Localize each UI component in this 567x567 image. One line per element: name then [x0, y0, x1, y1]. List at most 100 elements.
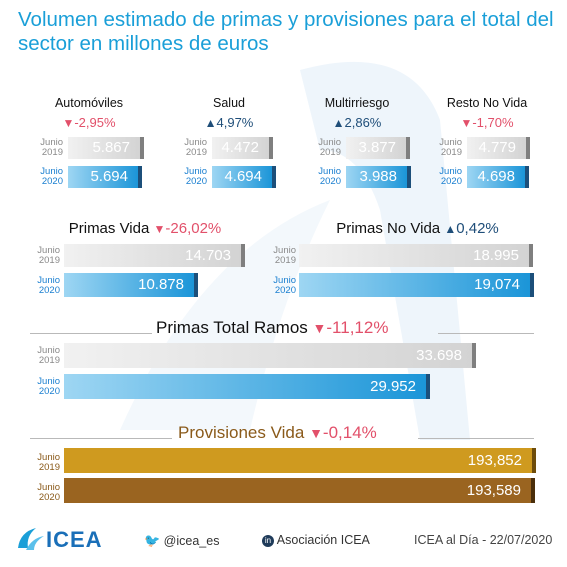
year-label-2020: Junio 2020 — [30, 276, 60, 296]
primas-vida-header: Primas Vida ▼-26,02% — [50, 220, 240, 237]
year-label-2019: Junio 2019 — [177, 138, 207, 158]
bar-blue: 19,074 — [299, 273, 534, 297]
year-label-year: 2019 — [38, 355, 60, 366]
year-label-month: Junio — [273, 245, 296, 256]
year-label-month: Junio — [37, 482, 60, 493]
change-percent: ▼-2,95% — [29, 115, 149, 130]
year-label-month: Junio — [37, 452, 60, 463]
change-percent: 0,42% — [456, 220, 499, 237]
chart-title: Primas Total Ramos — [156, 318, 308, 337]
year-label-2020: Junio 2020 — [33, 167, 63, 187]
bar-value-label: 29.952 — [370, 378, 416, 395]
triangle-up-icon: ▲ — [332, 116, 345, 130]
bar-value-label: 5.867 — [92, 139, 130, 156]
year-label-2019: Junio 2019 — [311, 138, 341, 158]
bar-value-label: 4.694 — [224, 168, 262, 185]
bar-value-label: 14.703 — [185, 247, 231, 264]
bar-gray: 3.877 — [346, 137, 410, 159]
bar-value-label: 18.995 — [473, 247, 519, 264]
year-label-year: 2020 — [185, 176, 207, 187]
year-label-2019: Junio 2019 — [266, 246, 296, 266]
bar-blue: 5.694 — [68, 166, 142, 188]
bar-value-label: 4.779 — [478, 139, 516, 156]
year-label-month: Junio — [184, 166, 207, 177]
year-label-year: 2019 — [38, 462, 60, 473]
year-label-month: Junio — [37, 275, 60, 286]
year-label-year: 2020 — [440, 176, 462, 187]
bar-value-label: 193,589 — [466, 482, 521, 499]
year-label-year: 2019 — [319, 147, 341, 158]
year-label-month: Junio — [439, 166, 462, 177]
total-ramos-header: Primas Total Ramos ▼-11,12% — [156, 318, 388, 338]
primas-no-vida-header: Primas No Vida ▲0,42% — [300, 220, 535, 237]
twitter-icon: 🐦 — [144, 533, 161, 548]
footer-date: ICEA al Día - 22/07/2020 — [414, 533, 553, 547]
year-label-month: Junio — [318, 137, 341, 148]
year-label-year: 2020 — [38, 386, 60, 397]
year-label-month: Junio — [40, 137, 63, 148]
bar-gray: 4.779 — [467, 137, 530, 159]
divider-line — [30, 438, 172, 439]
year-label-month: Junio — [37, 245, 60, 256]
bar-value-label: 19,074 — [474, 276, 520, 293]
chart-title: Primas Vida — [68, 220, 150, 237]
year-label-2020: Junio 2020 — [311, 167, 341, 187]
icea-logo: ICEA — [14, 524, 114, 559]
logo-text: ICEA — [46, 527, 103, 552]
triangle-down-icon: ▼ — [62, 116, 75, 130]
bar-blue: 4.694 — [212, 166, 276, 188]
icea-logo-mark — [18, 528, 44, 550]
year-label-year: 2019 — [440, 147, 462, 158]
linkedin-link[interactable]: in Asociación ICEA — [262, 533, 370, 547]
bar-gray: 5.867 — [68, 137, 144, 159]
bar-value-label: 10.878 — [138, 276, 184, 293]
year-label-2020: Junio 2020 — [30, 377, 60, 397]
triangle-down-icon: ▼ — [460, 116, 473, 130]
provisiones-vida-header: Provisiones Vida ▼-0,14% — [178, 423, 377, 443]
year-label-2020: Junio 2020 — [177, 167, 207, 187]
chart-title: Salud — [213, 96, 245, 110]
year-label-year: 2020 — [38, 285, 60, 296]
bar-gray: 18.995 — [299, 244, 533, 267]
chart-title: Multirriesgo — [324, 96, 390, 110]
year-label-2019: Junio 2019 — [30, 246, 60, 266]
twitter-handle: @icea_es — [163, 534, 220, 548]
change-percent: -26,02% — [165, 220, 222, 237]
year-label-month: Junio — [37, 345, 60, 356]
year-label-2020: Junio 2020 — [266, 276, 296, 296]
bar-blue: 10.878 — [64, 273, 198, 297]
triangle-up-icon: ▲ — [204, 116, 217, 130]
change-percent: -11,12% — [326, 318, 389, 337]
triangle-down-icon: ▼ — [153, 222, 166, 236]
bar-gold: 193,852 — [64, 448, 536, 473]
year-label-month: Junio — [184, 137, 207, 148]
change-value: 4,97% — [216, 115, 254, 130]
chart-title: Primas No Vida — [336, 220, 441, 237]
year-label-month: Junio — [439, 137, 462, 148]
year-label-year: 2019 — [274, 255, 296, 266]
bar-value-label: 5.694 — [90, 168, 128, 185]
twitter-link[interactable]: 🐦 @icea_es — [144, 533, 219, 549]
bar-value-label: 3.877 — [358, 139, 396, 156]
year-label-year: 2019 — [185, 147, 207, 158]
year-label-year: 2020 — [274, 285, 296, 296]
bar-value-label: 4.698 — [477, 168, 515, 185]
divider-line — [418, 438, 534, 439]
bar-value-label: 3.988 — [359, 168, 397, 185]
year-label-2019: Junio 2019 — [30, 453, 60, 473]
change-percent: ▲2,86% — [297, 115, 417, 130]
year-label-2019: Junio 2019 — [432, 138, 462, 158]
change-value: -1,70% — [472, 115, 514, 130]
chart-title: Provisiones Vida — [178, 423, 305, 442]
year-label-month: Junio — [40, 166, 63, 177]
triangle-down-icon: ▼ — [309, 425, 323, 441]
year-label-year: 2020 — [41, 176, 63, 187]
divider-line — [30, 333, 152, 334]
bar-blue: 29.952 — [64, 374, 430, 399]
linkedin-icon: in — [262, 535, 274, 547]
bar-value-label: 4.472 — [221, 139, 259, 156]
change-percent: -0,14% — [322, 423, 377, 442]
year-label-month: Junio — [273, 275, 296, 286]
change-value: -2,95% — [74, 115, 116, 130]
triangle-down-icon: ▼ — [312, 320, 327, 336]
